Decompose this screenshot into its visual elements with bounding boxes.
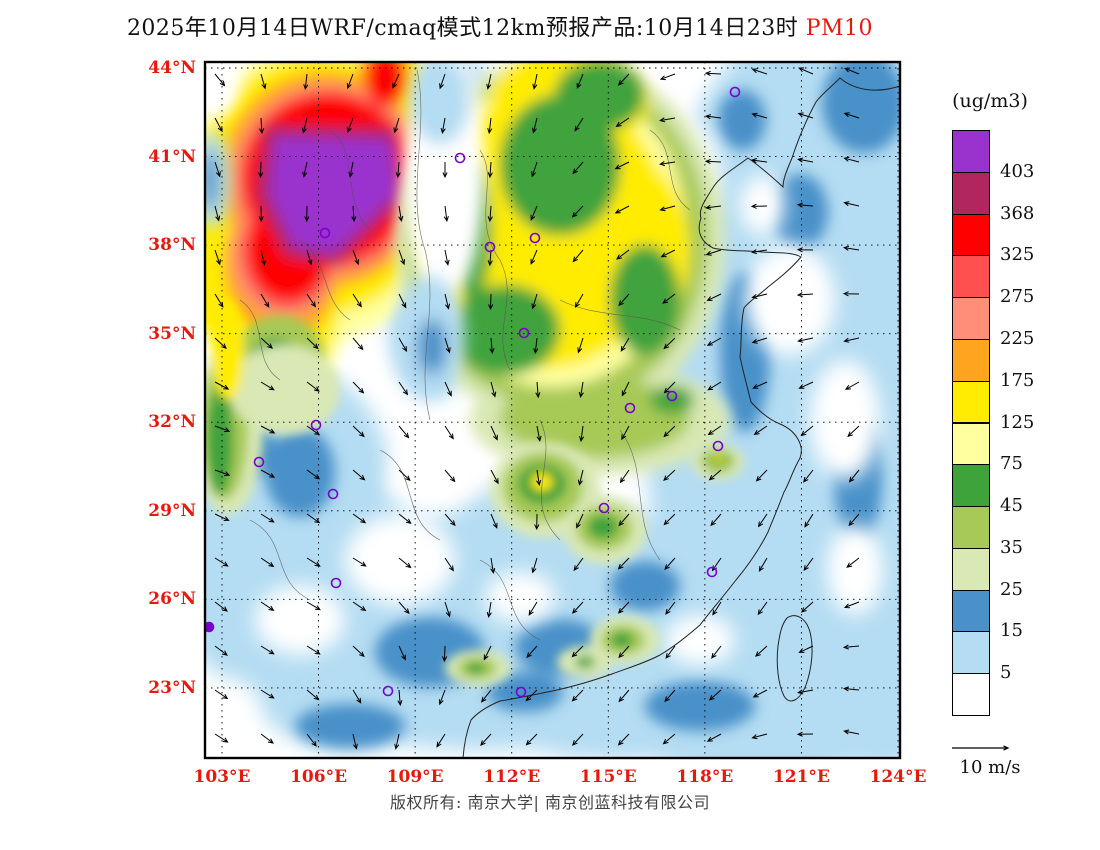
- colorbar-level-label: 125: [1000, 411, 1035, 433]
- colorbar-level-label: 403: [1000, 160, 1035, 182]
- colorbar-swatch: [952, 589, 990, 633]
- lat-tick-label: 32°N: [148, 412, 196, 433]
- title-species: PM10: [798, 16, 874, 41]
- lat-tick-label: 35°N: [148, 323, 196, 344]
- lat-tick-label: 44°N: [148, 58, 196, 78]
- title-text: 2025年10月14日WRF/cmaq模式12km预报产品:10月14日23时: [126, 16, 799, 41]
- station-marker: [330, 577, 342, 589]
- wind-reference-arrow: [952, 745, 1010, 751]
- station-marker: [624, 402, 636, 414]
- lon-tick-label: 118°E: [676, 767, 734, 787]
- colorbar-swatch: [952, 297, 990, 340]
- station-markers: [205, 86, 741, 698]
- station-marker: [666, 390, 678, 402]
- station-marker: [484, 241, 496, 253]
- colorbar-swatch: [952, 213, 990, 257]
- colorbar-swatch: [952, 171, 990, 215]
- colorbar-level-label: 25: [1000, 578, 1023, 600]
- colorbar-swatch: [952, 380, 990, 424]
- colorbar-swatch: [952, 422, 990, 466]
- page-title: 2025年10月14日WRF/cmaq模式12km预报产品:10月14日23时 …: [0, 10, 1000, 42]
- colorbar-level-label: 15: [1000, 620, 1023, 642]
- lat-tick-label: 41°N: [148, 146, 196, 167]
- colorbar-level-label: 275: [1000, 286, 1035, 308]
- colorbar-level-label: 75: [1000, 453, 1023, 475]
- graticule-gridlines: [205, 62, 900, 758]
- wind-arrows: [214, 67, 860, 750]
- lon-tick-label: 112°E: [483, 767, 541, 787]
- station-marker: [310, 419, 322, 431]
- footer-credit: 版权所有: 南京大学| 南京创蓝科技有限公司: [390, 793, 710, 812]
- lat-tick-label: 29°N: [148, 500, 196, 521]
- lon-tick-label: 109°E: [386, 767, 444, 787]
- station-marker: [706, 566, 718, 578]
- station-marker: [205, 621, 215, 633]
- lon-tick-label: 121°E: [772, 767, 830, 787]
- colorbar-level-label: 35: [1000, 536, 1023, 558]
- station-marker: [515, 686, 527, 698]
- colorbar-level-label: 45: [1000, 495, 1023, 517]
- colorbar-swatch: [952, 130, 990, 173]
- colorbar-unit: (ug/m3): [952, 90, 1028, 112]
- colorbar-level-label: 325: [1000, 244, 1035, 266]
- colorbar-level-label: 175: [1000, 369, 1035, 391]
- station-marker: [382, 685, 394, 697]
- colorbar-swatch: [952, 673, 990, 716]
- station-marker: [253, 456, 265, 468]
- station-marker: [529, 232, 541, 244]
- station-marker: [729, 86, 741, 98]
- station-marker: [454, 152, 466, 164]
- lat-tick-label: 26°N: [148, 589, 196, 610]
- lat-tick-label: 38°N: [148, 235, 196, 256]
- wind-scale-label: 10 m/s: [959, 757, 1021, 778]
- station-marker: [712, 440, 724, 452]
- pm10-field: [205, 62, 900, 758]
- colorbar-level-label: 5: [1000, 662, 1012, 684]
- lon-tick-label: 103°E: [193, 767, 251, 787]
- colorbar-swatch: [952, 547, 990, 591]
- colorbar-swatch: [952, 338, 990, 382]
- lon-tick-label: 106°E: [290, 767, 348, 787]
- coastline-boundaries: [239, 69, 900, 758]
- station-marker: [598, 502, 610, 514]
- colorbar-swatch: [952, 464, 990, 508]
- colorbar-level-label: 225: [1000, 327, 1035, 349]
- colorbar-swatch: [952, 631, 990, 675]
- lat-tick-label: 23°N: [148, 677, 196, 698]
- colorbar-level-label: 368: [1000, 202, 1035, 224]
- station-marker: [319, 227, 331, 239]
- lon-tick-label: 115°E: [579, 767, 637, 787]
- lon-tick-label: 124°E: [869, 767, 927, 787]
- colorbar-swatch: [952, 255, 990, 299]
- station-marker: [327, 488, 339, 500]
- map-border: [203, 60, 902, 760]
- colorbar-swatch: [952, 506, 990, 549]
- station-marker: [518, 327, 530, 339]
